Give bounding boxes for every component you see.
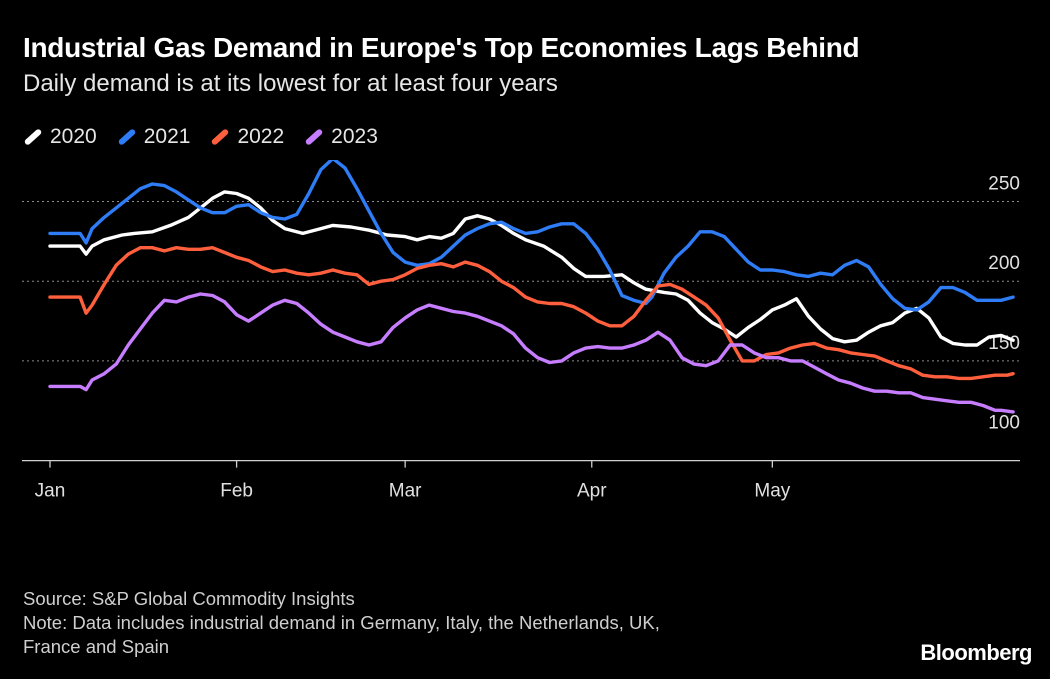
x-tick-label-jan: Jan — [35, 481, 66, 502]
y-tick-label-100: 100 — [988, 413, 1020, 434]
legend-swatch-2022 — [210, 128, 230, 146]
y-tick-label-250: 250 — [988, 174, 1020, 195]
x-tick-label-may: May — [754, 481, 790, 502]
chart-title: Industrial Gas Demand in Europe's Top Ec… — [23, 32, 860, 63]
series-line-2021 — [48, 160, 1015, 312]
legend-item-2020: 2020 — [23, 125, 97, 149]
data-note-line-2: France and Spain — [23, 636, 170, 657]
x-tick-label-apr: Apr — [577, 481, 607, 502]
legend-label-2023: 2023 — [331, 125, 378, 148]
legend-item-2023: 2023 — [304, 125, 378, 149]
legend-swatch-2021 — [117, 128, 137, 146]
x-tick-label-feb: Feb — [220, 481, 253, 502]
legend-item-2022: 2022 — [210, 125, 284, 149]
legend-label-2022: 2022 — [237, 125, 285, 148]
legend-item-2021: 2021 — [117, 125, 191, 149]
data-note-line-1: Note: Data includes industrial demand in… — [23, 612, 660, 633]
bloomberg-logo: Bloomberg — [920, 640, 1032, 665]
legend-swatch-2023 — [304, 128, 324, 146]
chart-legend: 2020 2021 2022 2023 — [23, 125, 378, 149]
series-line-2020 — [48, 190, 1015, 347]
legend-swatch-2020 — [23, 128, 43, 146]
x-tick-label-mar: Mar — [389, 481, 422, 502]
legend-label-2021: 2021 — [143, 125, 191, 148]
series-line-2022 — [48, 246, 1015, 381]
legend-label-2020: 2020 — [50, 125, 97, 148]
chart-subtitle: Daily demand is at its lowest for at lea… — [23, 70, 558, 97]
chart-footer: Source: S&P Global Commodity Insights No… — [23, 587, 660, 659]
y-tick-label-200: 200 — [988, 253, 1020, 274]
line-chart: 100150200250300mcm/dayJanFebMarAprMay — [22, 160, 1020, 502]
source-note: Source: S&P Global Commodity Insights — [23, 588, 355, 609]
series-line-2023 — [48, 292, 1015, 414]
